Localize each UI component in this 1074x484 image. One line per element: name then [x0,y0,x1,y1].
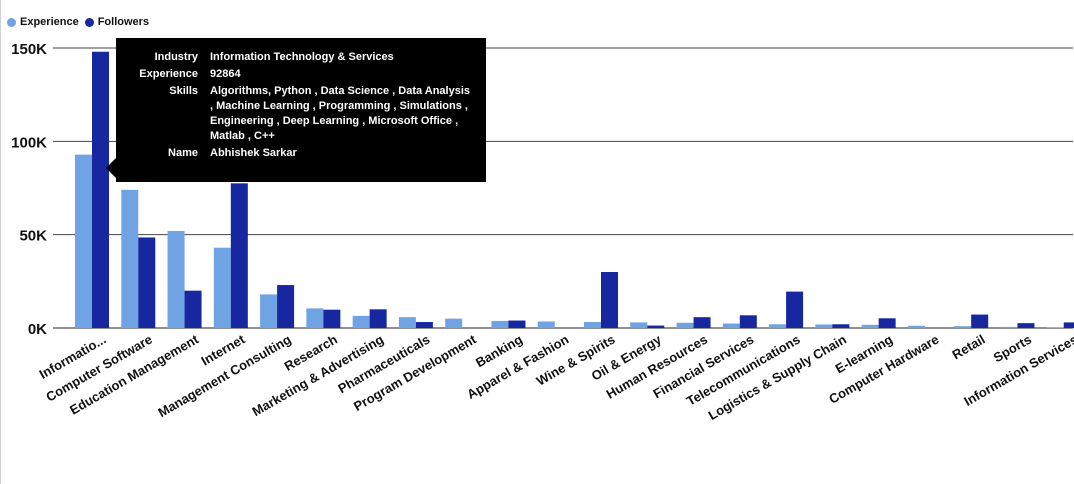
tooltip-row-industry: Industry Information Technology & Servic… [116,50,474,65]
bar-followers[interactable] [230,183,248,328]
y-tick-label: 0K [28,321,47,338]
bar-experience[interactable] [537,321,555,328]
bar-experience[interactable] [861,324,879,328]
bar-followers[interactable] [832,324,850,328]
bar-experience[interactable] [815,324,833,328]
bar-experience[interactable] [1000,326,1018,328]
bar-followers[interactable] [786,291,804,328]
bar-experience[interactable] [954,326,972,328]
bar-followers[interactable] [508,320,526,328]
bar-experience[interactable] [769,324,787,328]
bar-followers[interactable] [92,51,109,328]
bar-experience[interactable] [630,322,648,328]
bar-experience[interactable] [352,315,370,328]
bar-experience[interactable] [167,230,185,328]
bar-followers[interactable] [601,272,618,328]
tooltip-industry-value: Information Technology & Services [210,51,394,63]
bar-followers[interactable] [415,322,433,328]
legend-label-experience: Experience [20,16,79,28]
tooltip: Industry Information Technology & Servic… [106,38,486,182]
tooltip-industry-label: Industry [154,51,198,63]
tooltip-skills-label: Skills [169,85,198,97]
tooltip-experience-value: 92864 [210,68,241,80]
legend-swatch-experience [7,17,16,27]
bar-experience[interactable] [213,247,231,328]
bar-experience[interactable] [445,318,463,328]
bar-followers[interactable] [878,318,896,328]
tooltip-arrow [106,158,116,178]
y-tick-label: 100K [11,134,47,151]
bar-followers[interactable] [647,325,665,328]
bar-followers[interactable] [323,309,341,328]
y-tick-label: 150K [11,41,47,58]
x-tick-label: Wine & Spirits [534,332,618,389]
tooltip-row-name: Name Abhishek Sarkar [116,146,474,161]
tooltip-experience-label: Experience [139,68,198,80]
legend: Experience Followers [7,16,155,28]
legend-label-followers: Followers [97,16,150,28]
bar-followers[interactable] [369,309,387,328]
bar-experience[interactable] [584,322,601,328]
bar-experience[interactable] [1046,327,1064,328]
bar-experience[interactable] [75,154,92,328]
bar-experience[interactable] [260,294,278,328]
tooltip-row-experience: Experience 92864 [116,67,474,82]
bar-followers[interactable] [184,290,202,328]
bar-followers[interactable] [277,285,295,328]
bar-experience[interactable] [676,322,694,328]
bar-experience[interactable] [491,320,509,328]
bar-followers[interactable] [739,315,757,328]
legend-item-followers[interactable]: Followers [84,16,150,28]
tooltip-row-skills: Skills Algorithms, Python , Data Science… [116,84,474,144]
tooltip-name-value: Abhishek Sarkar [210,147,297,159]
legend-item-experience[interactable]: Experience [7,16,79,28]
bar-followers[interactable] [1063,322,1074,328]
bar-followers[interactable] [138,237,156,328]
bar-experience[interactable] [121,189,139,328]
bar-experience[interactable] [306,308,324,328]
y-tick-label: 50K [19,228,47,245]
bar-followers[interactable] [971,314,989,328]
x-tick-label: Retail [950,332,988,363]
bar-experience[interactable] [722,323,740,328]
bar-experience[interactable] [398,317,416,328]
tooltip-skills-value: Algorithms, Python , Data Science , Data… [210,85,470,142]
bar-experience[interactable] [907,325,925,328]
bar-followers[interactable] [693,317,711,328]
tooltip-name-label: Name [168,147,198,159]
legend-swatch-followers [84,17,94,27]
bar-followers[interactable] [1017,323,1035,328]
